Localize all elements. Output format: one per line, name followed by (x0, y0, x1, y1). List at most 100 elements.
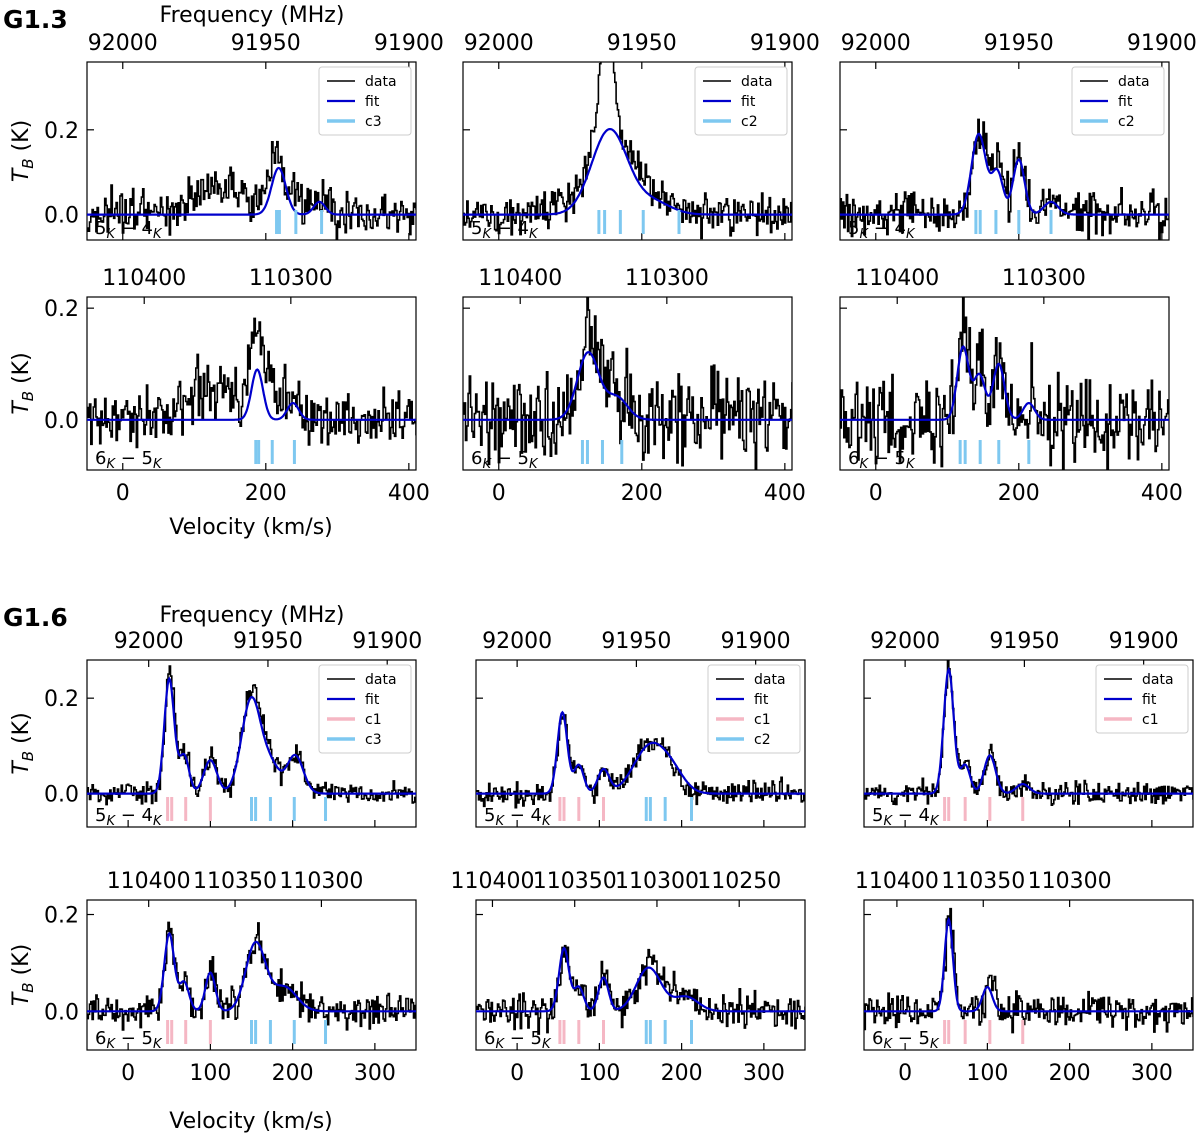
panel-frame (839, 61, 1170, 241)
upper-subscript: K (482, 457, 492, 472)
upper-subscript: K (495, 1037, 505, 1052)
freq-tick-label: 91900 (1109, 629, 1179, 654)
lower-level: 4 (142, 805, 153, 826)
x-tick-label: 200 (1049, 1061, 1091, 1086)
panel-frame (86, 899, 417, 1051)
data-series-line (864, 907, 1193, 1034)
lower-subscript: K (906, 457, 916, 472)
data-series-line (840, 297, 1169, 470)
x-tick-label: 0 (898, 1061, 912, 1086)
upper-level: 6 (484, 1028, 495, 1049)
legend-label-c1: c1 (754, 712, 771, 728)
upper-subscript: K (106, 227, 116, 242)
lower-subscript: K (529, 457, 539, 472)
freq-tick-label: 110350 (941, 869, 1025, 894)
lower-level: 5 (142, 1028, 153, 1049)
data-series-line (840, 118, 1169, 240)
legend-label-data: data (365, 672, 397, 688)
lower-subscript: K (153, 1037, 163, 1052)
upper-subscript: K (106, 814, 116, 829)
minus-sign: − (504, 1028, 531, 1049)
legend-box (694, 66, 788, 136)
data-series-line (463, 62, 792, 240)
freq-tick-label: 110400 (855, 869, 939, 894)
freq-tick-label: 91950 (984, 31, 1054, 56)
upper-subscript: K (495, 814, 505, 829)
y-tick-label: 0.2 (44, 904, 79, 929)
minus-sign: − (115, 218, 142, 239)
y-axis-title-unit: (K) (9, 712, 34, 751)
legend-label-data: data (1118, 74, 1150, 90)
data-series-line (463, 297, 792, 470)
freq-tick-label: 92000 (870, 629, 940, 654)
freq-tick-label: 92000 (88, 31, 158, 56)
y-axis-title: TB (K) (9, 352, 37, 414)
legend-label-fit: fit (1118, 94, 1133, 110)
freq-tick-label: 110350 (533, 869, 617, 894)
fit-series-line (840, 345, 1169, 421)
upper-level: 6 (848, 448, 859, 469)
freq-tick-label: 110300 (249, 266, 333, 291)
legend-box (318, 664, 412, 754)
transition-label: 6K − 5K (95, 1028, 163, 1052)
lower-subscript: K (906, 227, 916, 242)
x-tick-label: 100 (966, 1061, 1008, 1086)
freq-tick-label: 91900 (750, 31, 820, 56)
fit-series-line (463, 128, 792, 216)
lower-subscript: K (542, 814, 552, 829)
group-label-g13: G1.3 (3, 5, 68, 34)
panel-frame (863, 899, 1194, 1051)
freq-tick-label: 110300 (1028, 869, 1112, 894)
legend-label-c2: c2 (754, 732, 771, 748)
transition-label: 5K − 4K (471, 218, 539, 242)
transition-label: 6K − 5K (95, 448, 163, 472)
y-tick-label: 0.0 (44, 409, 79, 434)
minus-sign: − (504, 805, 531, 826)
legend-box (707, 664, 801, 754)
x-tick-label: 0 (121, 1061, 135, 1086)
y-axis-title-unit: (K) (9, 120, 34, 159)
transition-label: 6K − 5K (471, 448, 539, 472)
lower-level: 5 (518, 448, 529, 469)
fit-series-line (864, 666, 1193, 795)
freq-tick-label: 110300 (279, 869, 363, 894)
y-tick-label: 0.0 (44, 204, 79, 229)
y-axis-title-subscript: B (19, 391, 37, 401)
lower-subscript: K (529, 227, 539, 242)
upper-subscript: K (106, 1037, 116, 1052)
upper-level: 5 (484, 805, 495, 826)
y-axis-title-subscript: B (19, 982, 37, 992)
freq-tick-label: 110350 (193, 869, 277, 894)
y-axis-title-symbol: T (9, 167, 34, 182)
lower-subscript: K (930, 1037, 940, 1052)
minus-sign: − (115, 805, 142, 826)
minus-sign: − (868, 218, 895, 239)
x-tick-label: 400 (388, 481, 430, 506)
upper-subscript: K (883, 814, 893, 829)
upper-level: 5 (471, 218, 482, 239)
minus-sign: − (115, 1028, 142, 1049)
panel-frame (462, 61, 793, 241)
lower-level: 4 (142, 218, 153, 239)
upper-level: 5 (872, 805, 883, 826)
legend-label-fit: fit (365, 692, 380, 708)
x-tick-label: 100 (578, 1061, 620, 1086)
freq-tick-label: 91900 (352, 629, 422, 654)
legend-label-fit: fit (365, 94, 380, 110)
upper-subscript: K (883, 1037, 893, 1052)
fit-series-line (87, 368, 416, 421)
minus-sign: − (892, 1028, 919, 1049)
x-tick-label: 0 (492, 481, 506, 506)
legend-label-data: data (365, 74, 397, 90)
lower-level: 5 (919, 1028, 930, 1049)
legend-label-c2: c2 (741, 114, 758, 130)
group-label-g16: G1.6 (3, 603, 68, 632)
fit-series-line (87, 931, 416, 1013)
freq-tick-label: 91950 (989, 629, 1059, 654)
